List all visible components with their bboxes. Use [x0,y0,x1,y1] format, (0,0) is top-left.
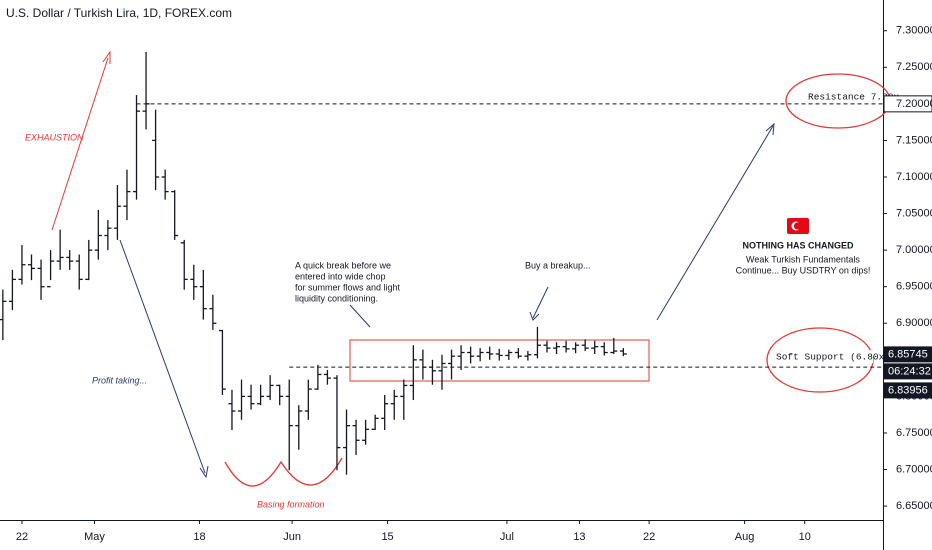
annotation: EXHAUSTION [25,132,84,142]
annotations: EXHAUSTION Profit taking... Basing forma… [25,50,891,509]
y-tick-label: 6.90000 [896,317,932,329]
price-box [884,382,932,399]
arrow-head [765,122,775,136]
arrow [51,57,109,231]
arrow-head [199,465,209,479]
y-tick-label: 6.65000 [896,500,932,512]
price-box [884,346,932,363]
annotation: Buy a breakup... [525,260,591,270]
arrow [656,125,774,321]
last-price: 6.85745 [888,348,928,360]
arrow-head [102,50,111,64]
y-tick-label: 7.05000 [896,207,932,219]
y-tick-label: 7.10000 [896,171,932,183]
x-tick-label: Jul [500,531,514,543]
annotation: Basing formation [257,499,325,509]
annotation: for summer flows and light [295,282,401,292]
y-tick-label: 7.25000 [896,61,932,73]
x-tick-label: 15 [381,531,393,543]
arrow [349,304,371,328]
y-tick-label: 6.95000 [896,281,932,293]
annotation: Resistance 7.20x [808,91,900,102]
annotation: NOTHING HAS CHANGED [742,240,854,250]
label-bg [806,89,880,103]
y-tick-label: 6.75000 [896,427,932,439]
annotation: A quick break before we [295,260,391,270]
reference-price: 6.83956 [888,384,928,396]
x-tick-label: May [84,531,105,543]
arrow-head [529,311,540,321]
y-tick-label: 7.00000 [896,244,932,256]
arrow [532,286,549,319]
x-tick-label: 10 [799,531,811,543]
annotation: liquidity conditioning. [295,293,378,303]
x-tick-label: 13 [573,531,585,543]
annotation: Weak Turkish Fundamentals [746,254,860,264]
flag-crescent [793,222,802,230]
price-box [883,95,932,113]
basing-curve [224,457,343,487]
x-tick-label: 18 [193,531,205,543]
x-tick-label: 22 [16,531,28,543]
arrow [119,239,206,474]
x-tick-label: 22 [643,531,655,543]
y-tick-label: 7.20000 [896,98,932,110]
annotation: Continue... Buy USDTRY on dips! [736,265,871,275]
annotation: entered into wide chop [295,271,386,281]
y-tick-label: 7.30000 [896,25,932,37]
x-tick-label: Jun [283,531,301,543]
annotation: Profit taking... [92,375,147,385]
x-tick-label: Aug [735,531,755,543]
price-box [884,363,932,380]
consolidation-box [349,339,650,382]
countdown: 06:24:32 [888,365,931,377]
y-tick-label: 7.15000 [896,134,932,146]
annotation: Soft Support (6.80x) [776,352,890,363]
y-tick-label: 6.70000 [896,463,932,475]
chart-title: U.S. Dollar / Turkish Lira, 1D, FOREX.co… [6,6,232,20]
label-bg [773,350,873,364]
